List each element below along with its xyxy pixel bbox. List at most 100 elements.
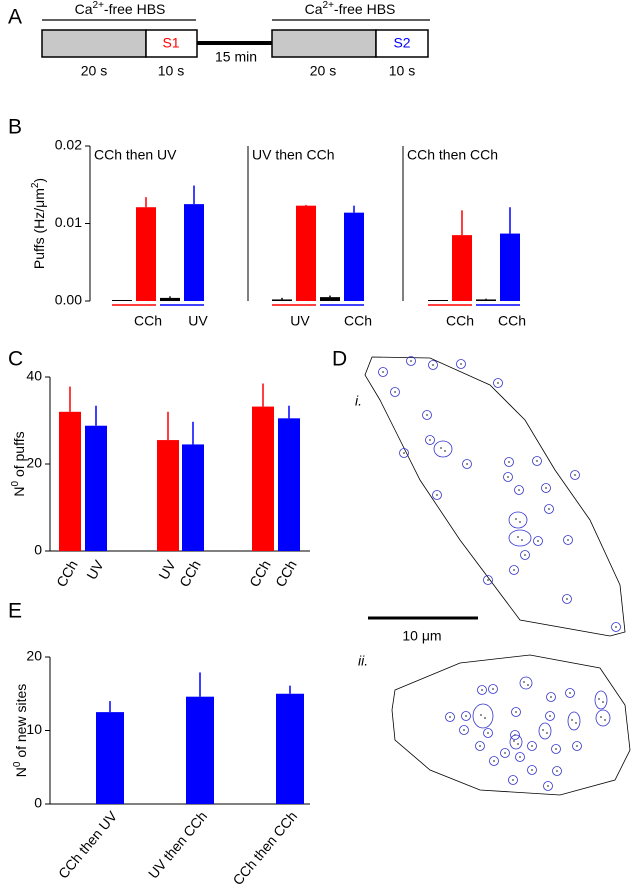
site-dot — [604, 719, 606, 721]
release-site — [378, 367, 388, 377]
group-label: CCh — [446, 313, 474, 329]
site-dot — [531, 769, 533, 771]
text: Puffs (Hz/μm — [31, 188, 47, 269]
text: -free HBS — [334, 1, 395, 17]
y-axis-label: N0 of new sites — [12, 684, 29, 778]
site-dot — [463, 729, 465, 731]
site-dot — [436, 494, 438, 496]
release-site — [543, 781, 553, 791]
stim-box — [375, 29, 429, 58]
site-dot — [426, 414, 428, 416]
panel-label: A — [8, 6, 22, 29]
site-dot — [546, 732, 548, 734]
release-cluster — [508, 511, 528, 529]
y-tick-label: 0.00 — [55, 292, 82, 308]
release-site — [570, 470, 580, 480]
site-dot — [460, 363, 462, 365]
duration-label: 20 s — [81, 63, 107, 79]
site-dot — [440, 447, 442, 449]
bar — [476, 299, 496, 301]
rest-box — [41, 29, 147, 58]
duration-label: 20 s — [310, 63, 336, 79]
subplot-title: CCh then CCh — [407, 147, 498, 163]
release-site — [432, 490, 442, 500]
site-dot — [555, 748, 557, 750]
panel-label: D — [332, 348, 347, 371]
view-label: i. — [355, 393, 362, 409]
panel-label: E — [8, 600, 22, 623]
bar — [182, 444, 204, 551]
release-site — [527, 741, 537, 751]
stimulus-label: S1 — [162, 35, 179, 51]
site-dot — [519, 756, 521, 758]
release-site — [445, 712, 455, 722]
bar — [252, 406, 274, 551]
cell-outline — [364, 356, 626, 637]
site-dot — [600, 716, 602, 718]
site-dot — [549, 715, 551, 717]
site-dot — [492, 688, 494, 690]
text: N — [11, 487, 27, 497]
release-site — [511, 707, 521, 717]
solution-label: Ca2+-free HBS — [305, 0, 396, 17]
x-tick-label: UV then CCh — [145, 808, 210, 881]
site-dot — [515, 518, 517, 520]
site-dot — [550, 696, 552, 698]
bar — [59, 411, 81, 551]
release-site — [399, 448, 409, 458]
site-dot — [519, 521, 521, 523]
site-dot — [432, 364, 434, 366]
site-dot — [598, 698, 600, 700]
solution-label: Ca2+-free HBS — [75, 0, 166, 17]
site-dot — [484, 717, 486, 719]
subplot-title: UV then CCh — [252, 147, 334, 163]
y-tick-label: 0 — [34, 795, 42, 811]
site-dot — [518, 489, 520, 491]
subplot-title: CCh then UV — [94, 147, 177, 163]
release-site — [477, 685, 487, 695]
site-dot — [548, 508, 550, 510]
bar — [272, 299, 292, 301]
text: 2 — [30, 182, 41, 188]
site-dot — [394, 391, 396, 393]
bar — [85, 425, 107, 551]
release-site — [532, 456, 542, 466]
release-site — [533, 536, 543, 546]
release-cluster — [567, 711, 581, 731]
site-dot — [444, 450, 446, 452]
site-dot — [480, 714, 482, 716]
site-dot — [507, 476, 509, 478]
bar — [500, 233, 520, 301]
release-site — [546, 692, 556, 702]
text: 0 — [12, 761, 23, 767]
site-dot — [410, 360, 412, 362]
bar — [184, 204, 204, 301]
site-dot — [479, 745, 481, 747]
bar — [112, 300, 132, 301]
site-dot — [465, 715, 467, 717]
site-dot — [513, 569, 515, 571]
release-site — [563, 535, 573, 545]
release-site — [508, 775, 518, 785]
site-dot — [466, 463, 468, 465]
release-cluster — [595, 709, 611, 727]
bar — [136, 207, 156, 301]
y-tick-label: 20 — [26, 455, 42, 471]
bar — [296, 205, 316, 301]
site-dot — [481, 689, 483, 691]
site-dot — [487, 579, 489, 581]
bar — [344, 212, 364, 301]
y-tick-label: 40 — [26, 368, 42, 384]
site-dot — [575, 722, 577, 724]
x-tick-label: UV — [83, 557, 107, 582]
x-tick-label: CCh then CCh — [229, 808, 300, 888]
site-dot — [567, 539, 569, 541]
bar — [276, 693, 304, 804]
y-tick-label: 0.02 — [55, 137, 82, 153]
bar — [157, 440, 179, 551]
release-cluster — [509, 734, 523, 750]
site-dot — [429, 439, 431, 441]
release-site — [562, 594, 572, 604]
release-site — [504, 457, 514, 467]
text: of new sites — [13, 684, 29, 762]
